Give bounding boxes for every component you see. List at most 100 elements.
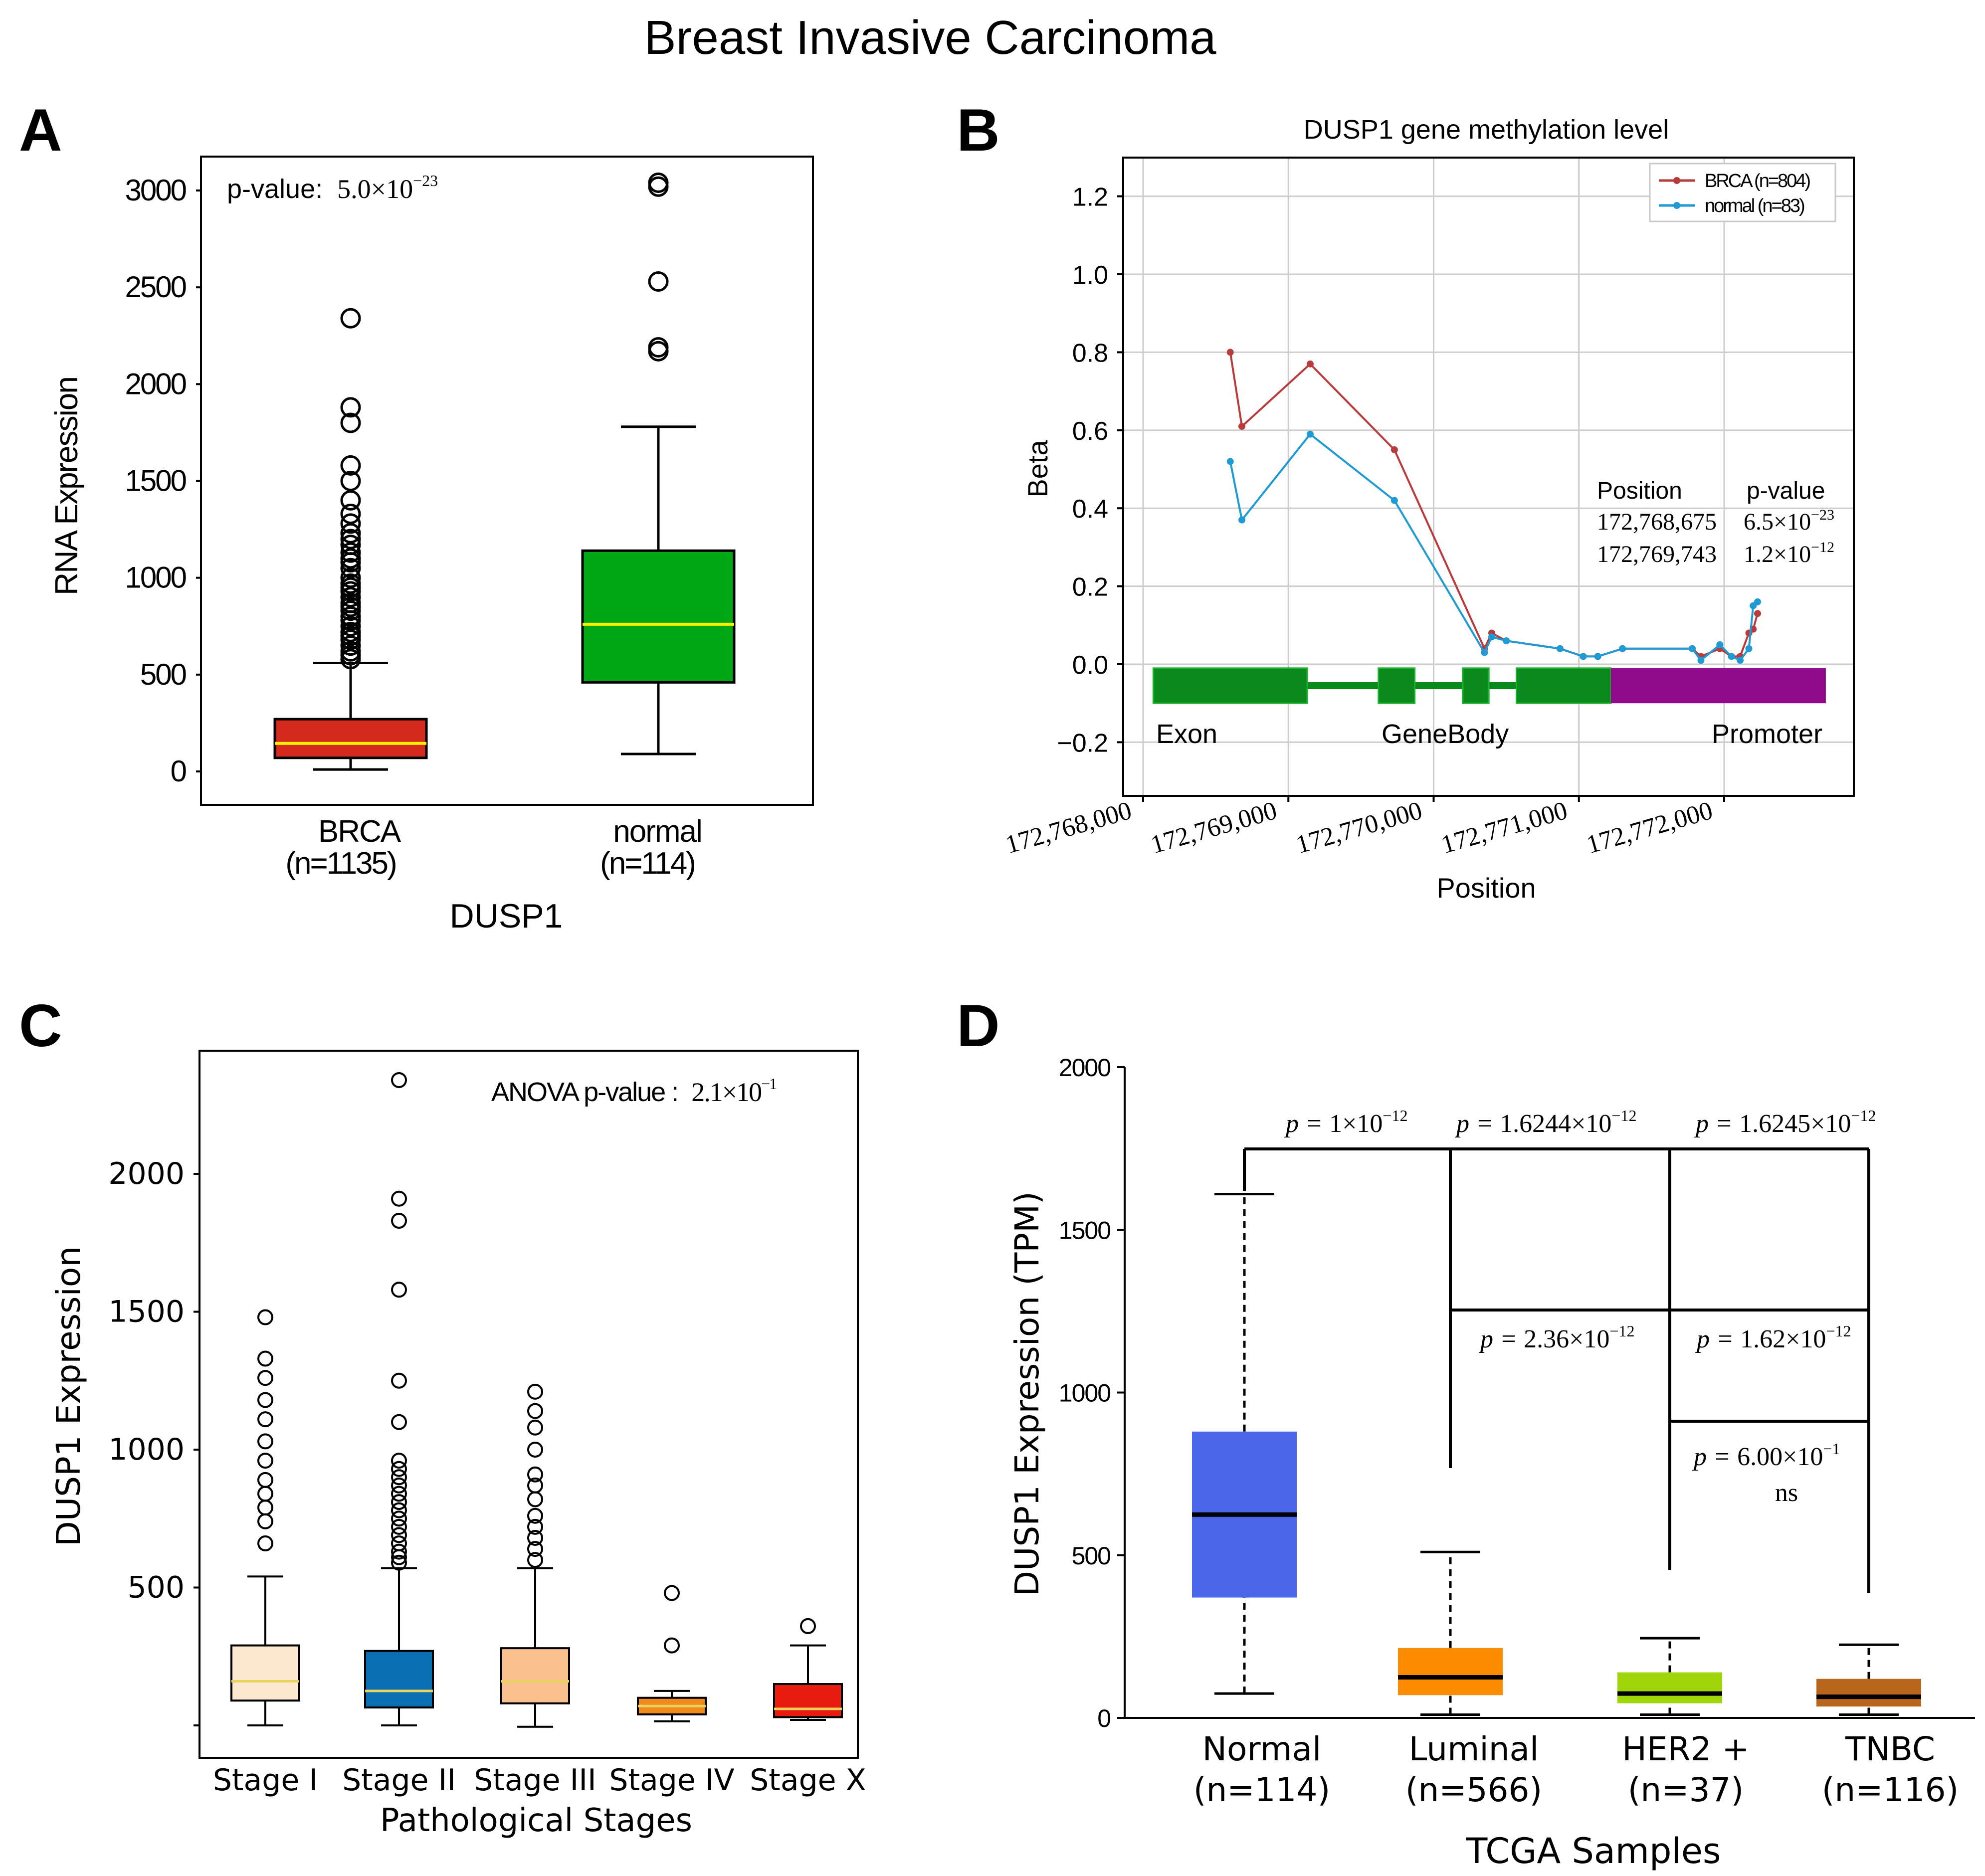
panel-b-table-row-1-pvalue: 1.2×10−12 [1744, 539, 1834, 567]
panel-b-series-0-point-1 [1238, 422, 1246, 430]
panel-b-title: DUSP1 gene methylation level [1304, 115, 1669, 145]
panel-d-xtick-n-3: (n=116) [1822, 1771, 1959, 1809]
panel-b-series-1-point-4 [1481, 649, 1488, 656]
panel-d-x-axis: Normal(n=114) Luminal(n=566) HER2 +(n=37) T… [1193, 1730, 1959, 1809]
panel-c-outlier-1-15 [391, 1372, 407, 1389]
panel-c-box-1 [364, 1650, 434, 1709]
panel-b-segment-exon-1 [1378, 667, 1416, 704]
panel-a-outlier-1-1 [648, 337, 669, 358]
panel-c-outlier-2-10 [527, 1403, 543, 1419]
panel-b-legend-brca-marker [1673, 177, 1680, 184]
panel-b-legend-normal: normal (n=83) [1705, 195, 1804, 216]
panel-c-outlier-3-1 [664, 1585, 680, 1601]
panel-c-outlier-2-6 [527, 1477, 543, 1494]
panel-a-group-0-n: (n=1135) [285, 846, 396, 881]
panel-b-series-1-point-8 [1580, 653, 1587, 660]
panel-b-ytick-label-6: 1.0 [1072, 261, 1108, 290]
panel-c-ytick-label-0: 500 [127, 1570, 185, 1605]
panel-a-outlier-0-20 [340, 548, 361, 569]
panel-c-outlier-1-17 [391, 1213, 407, 1229]
panel-a-group-1-label: normal [613, 814, 702, 849]
panel-a-outlier-0-6 [340, 621, 361, 642]
panel-b-series [1226, 349, 1761, 664]
panel-b-ylabel: Beta [1022, 440, 1053, 498]
panel-d-ylabel: DUSP1 Expression (TPM) [1008, 1191, 1046, 1596]
panel-c-xtick-label-4: Stage X [750, 1763, 866, 1798]
panel-c-outlier-1-3 [391, 1535, 407, 1552]
panel-c-outlier-2-11 [527, 1383, 543, 1400]
panel-a-outlier-0-22 [340, 535, 361, 556]
panel-b-legend-normal-marker [1673, 202, 1680, 209]
panel-d-xtick-label-0: Normal [1202, 1730, 1322, 1768]
panel-a-outlier-0-9 [340, 606, 361, 627]
panel-d-box-1 [1398, 1648, 1503, 1695]
panel-c-ytick-label-2: 1500 [108, 1295, 185, 1329]
panel-b-gene-structure [1152, 667, 1826, 704]
panel-letter-b: B [957, 97, 1000, 164]
panel-c-outlier-1-6 [391, 1510, 407, 1527]
panel-b-series-1-point-10 [1619, 645, 1626, 652]
panel-a-group-1-n: (n=114) [600, 846, 695, 881]
panel-b-table-header-position: Position [1597, 478, 1682, 504]
panel-a-outlier-0-17 [340, 567, 361, 588]
panel-b-segment-promoter-4 [1610, 668, 1826, 704]
panel-c-ytick-label-3: 2000 [108, 1156, 185, 1191]
panel-c-outlier-0-4 [257, 1472, 273, 1488]
panel-b-ytick-label-0: −0.2 [1057, 729, 1108, 757]
panel-a-boxplot: 0 500 1000 1500 2000 2500 3000 p-value: 5.0×10… [48, 156, 814, 935]
panel-d-comparison-4: p = 1.62×10−12 [1695, 1322, 1851, 1353]
panel-c-outlier-1-7 [391, 1502, 407, 1518]
panel-c-boxes [230, 1072, 843, 1728]
panel-a-pvalue: p-value: 5.0×10−23 [227, 172, 438, 204]
panel-d-box-3 [1816, 1679, 1921, 1707]
panel-b-series-1-point-1 [1238, 516, 1246, 524]
panel-c-outlier-1-18 [391, 1190, 407, 1207]
panel-d-xtick-label-3: TNBC [1845, 1730, 1935, 1768]
panel-d-xtick-n-0: (n=114) [1193, 1771, 1331, 1809]
panel-c-outlier-1-10 [391, 1477, 407, 1494]
panel-a-ytick-label-0: 0 [171, 754, 187, 788]
panel-d-comparison-3: p = 2.36×10−12 [1478, 1322, 1634, 1353]
panel-b-table-row-1-position: 172,769,743 [1597, 541, 1717, 567]
panel-d-ytick-label-3: 1500 [1059, 1216, 1110, 1244]
panel-d-ytick-label-4: 2000 [1059, 1054, 1110, 1082]
panel-b-series-1-point-15 [1737, 657, 1744, 664]
panel-a-outlier-0-18 [340, 558, 361, 578]
panel-a-ytick-label-2: 1000 [125, 561, 187, 594]
panel-c-outlier-2-2 [527, 1529, 543, 1546]
panel-b-segment-exon-3 [1516, 667, 1612, 704]
panel-d-ytick-label-1: 500 [1072, 1542, 1111, 1570]
panel-c-box-0 [230, 1644, 300, 1702]
panel-b-ytick-label-7: 1.2 [1072, 183, 1108, 212]
panel-c-outlier-1-0 [391, 1554, 407, 1571]
panel-b-region-genebody: GeneBody [1382, 719, 1509, 749]
panel-b-series-0-point-18 [1754, 610, 1761, 617]
panel-a-y-axis: 0 500 1000 1500 2000 2500 3000 [125, 174, 201, 788]
panel-c-outlier-0-11 [257, 1309, 273, 1325]
panel-a-outlier-0-3 [340, 635, 361, 656]
panel-d-boxplot: 0 500 1000 1500 2000 p = 1×10−12 p = 1.6244×… [1008, 1054, 1975, 1872]
panel-a-outlier-0-2 [340, 641, 361, 662]
panel-c-ylabel: DUSP1 Expression [49, 1246, 88, 1546]
panel-b-series-1-point-14 [1728, 653, 1735, 660]
panel-a-outlier-0-7 [340, 616, 361, 637]
panel-b-series-1-point-7 [1556, 645, 1564, 652]
panel-c-outlier-1-14 [391, 1414, 407, 1430]
panel-b-series-0-point-3 [1390, 446, 1398, 453]
panel-b-series-1-point-16 [1745, 645, 1753, 652]
panel-c-outlier-2-0 [527, 1552, 543, 1568]
panel-d-xtick-label-1: Luminal [1409, 1730, 1539, 1768]
panel-b-series-1-point-9 [1594, 653, 1601, 660]
panel-d-comparison-0: p = 1×10−12 [1284, 1107, 1407, 1138]
panel-a-outlier-0-16 [340, 573, 361, 594]
panel-b-series-1-point-3 [1390, 497, 1398, 504]
panel-d-brackets [1243, 1147, 1870, 1593]
panel-b-series-1-point-12 [1697, 657, 1705, 664]
panel-b-series-1-point-13 [1716, 641, 1724, 648]
panel-c-outlier-0-6 [257, 1433, 273, 1450]
panel-b-region-exon: Exon [1156, 719, 1217, 749]
panel-a-group-0-label: BRCA [318, 814, 401, 849]
panel-c-ytick-label-1: 1000 [108, 1432, 185, 1467]
panel-c-outlier-1-12 [391, 1461, 407, 1477]
panel-c-frame [198, 1050, 859, 1759]
